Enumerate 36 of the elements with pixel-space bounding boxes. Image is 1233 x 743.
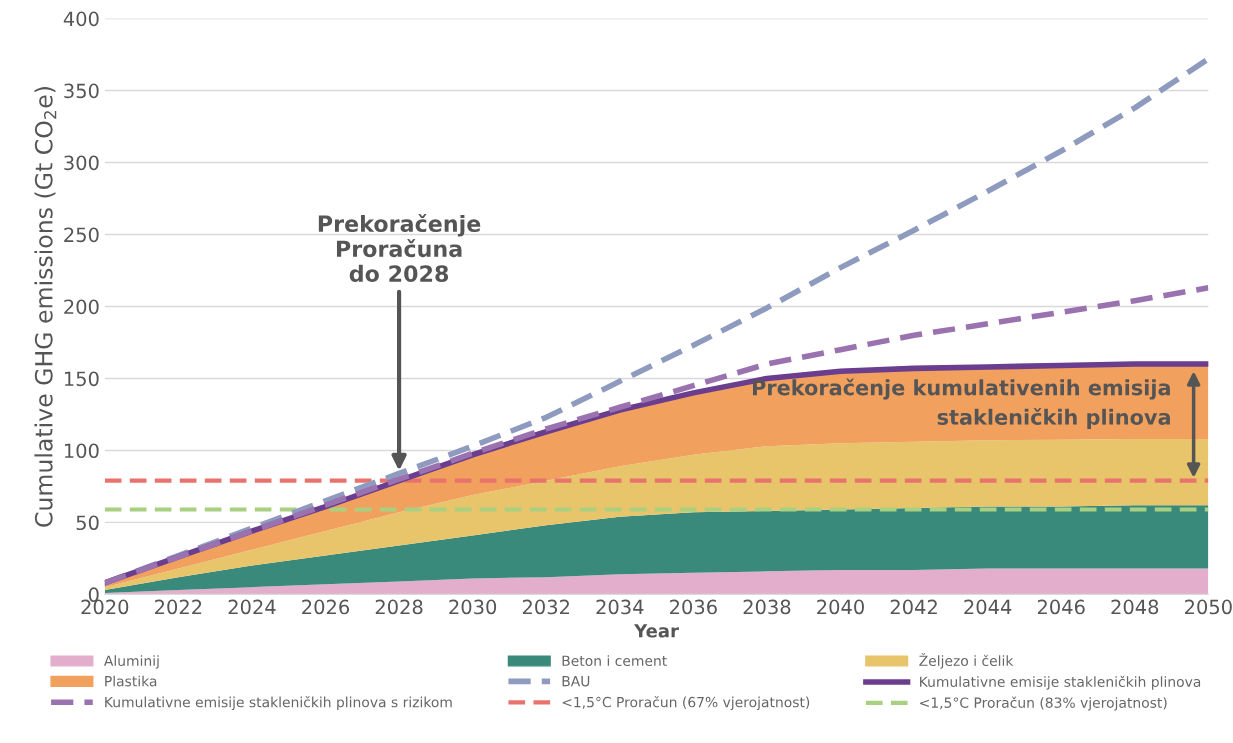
x-tick-label: 2042: [890, 599, 937, 615]
x-axis-title: Year: [634, 624, 679, 638]
x-tick-label: 2046: [1037, 599, 1085, 615]
legend-label: Kumulativne emisije stakleničkih plinova: [920, 675, 1201, 690]
x-tick-label: 2022: [155, 599, 202, 615]
y-tick-label: 150: [64, 371, 99, 387]
y-tick-label: 300: [64, 155, 99, 171]
legend-label: Kumulativne emisije stakleničkih plinova s rizikom: [105, 696, 452, 711]
y-tick-label: 100: [64, 443, 99, 459]
x-tick-label: 2032: [522, 599, 570, 615]
x-tick-label: 2028: [375, 599, 423, 615]
x-tick-label: 2050: [1185, 599, 1232, 615]
x-tick-label: 2038: [743, 599, 791, 615]
y-tick-label: 400: [63, 11, 99, 27]
x-tick-label: 2036: [670, 599, 717, 615]
x-tick-label: 2040: [817, 599, 864, 615]
legend-label: Plastika: [105, 675, 157, 687]
legend-label: <1,5°C Proračun (67% vjerojatnost): [562, 696, 810, 711]
x-tick-label: 2026: [302, 599, 350, 615]
legend-label: Željezo i čelik: [919, 652, 1014, 669]
annotation: Prekoračenje Proračuna do 2028: [318, 214, 481, 283]
legend-label: Aluminij: [103, 655, 159, 669]
y-tick-label: 250: [64, 227, 99, 243]
annotation: Prekoračenje kumulativenih emisija stakleničkih plinova: [752, 378, 1170, 429]
y-tick-label: 350: [64, 83, 99, 99]
x-tick-label: 2034: [596, 599, 644, 615]
legend-label: BAU: [562, 676, 590, 687]
y-axis-title: Cumulative GHG emissions (Gt CO$_{2}$e): [34, 87, 57, 527]
x-tick-label: 2024: [228, 599, 276, 615]
x-tick-label: 2044: [964, 599, 1012, 615]
legend-label: Beton i cement: [562, 655, 667, 667]
legend-label: <1,5°C Proračun (83% vjerojatnost): [920, 696, 1167, 711]
x-tick-label: 2030: [449, 599, 497, 615]
x-tick-label: 2048: [1111, 599, 1159, 615]
y-tick-label: 200: [64, 299, 99, 315]
y-tick-label: 50: [76, 515, 99, 531]
